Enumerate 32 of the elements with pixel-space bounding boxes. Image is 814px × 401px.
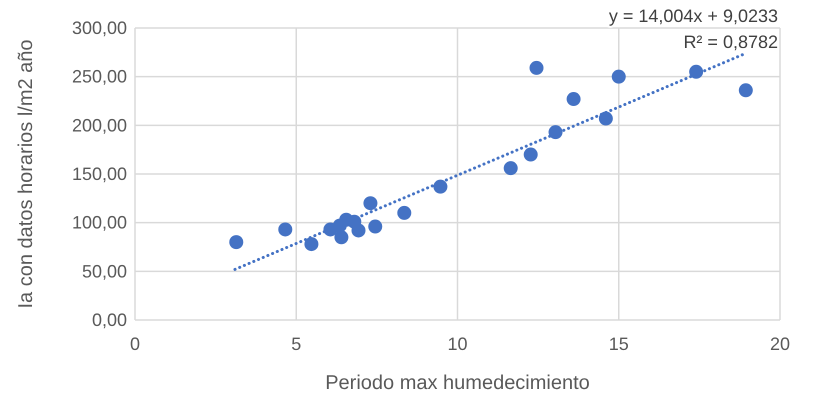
annotation: R² = 0,8782	[683, 32, 778, 52]
point	[433, 180, 448, 194]
x-tick-label: 5	[291, 334, 302, 354]
y-tick-label: 300,00	[72, 18, 127, 38]
point	[612, 70, 626, 84]
point	[530, 60, 544, 75]
point	[304, 237, 318, 252]
x-tick-label: 15	[608, 334, 629, 354]
x-tick-label: 10	[447, 334, 468, 354]
point	[229, 235, 244, 250]
point	[524, 148, 538, 162]
y-tick-label: 100,00	[72, 212, 127, 233]
point	[334, 230, 348, 244]
y-tick-label: 200,00	[72, 115, 127, 136]
y-tick-label: 150,00	[72, 164, 127, 184]
point	[363, 196, 378, 210]
point	[278, 222, 292, 236]
y-tick-label: 50,00	[82, 261, 127, 282]
x-tick-label: 0	[130, 334, 140, 354]
point	[368, 220, 382, 234]
y-tick-label: 0,00	[92, 310, 127, 330]
point	[738, 83, 753, 98]
point	[504, 161, 518, 176]
x-tick-label: 20	[770, 334, 790, 354]
text: y = 14,004x + 9,0233	[608, 6, 778, 26]
y-tick-label: 250,00	[72, 66, 127, 87]
point	[566, 92, 581, 106]
point	[397, 206, 412, 220]
point	[351, 223, 366, 238]
y-axis-title: Ia con datos horarios l/m2 año	[15, 39, 37, 309]
x-axis-title: Periodo max humedecimiento	[325, 372, 590, 394]
point	[598, 112, 613, 126]
